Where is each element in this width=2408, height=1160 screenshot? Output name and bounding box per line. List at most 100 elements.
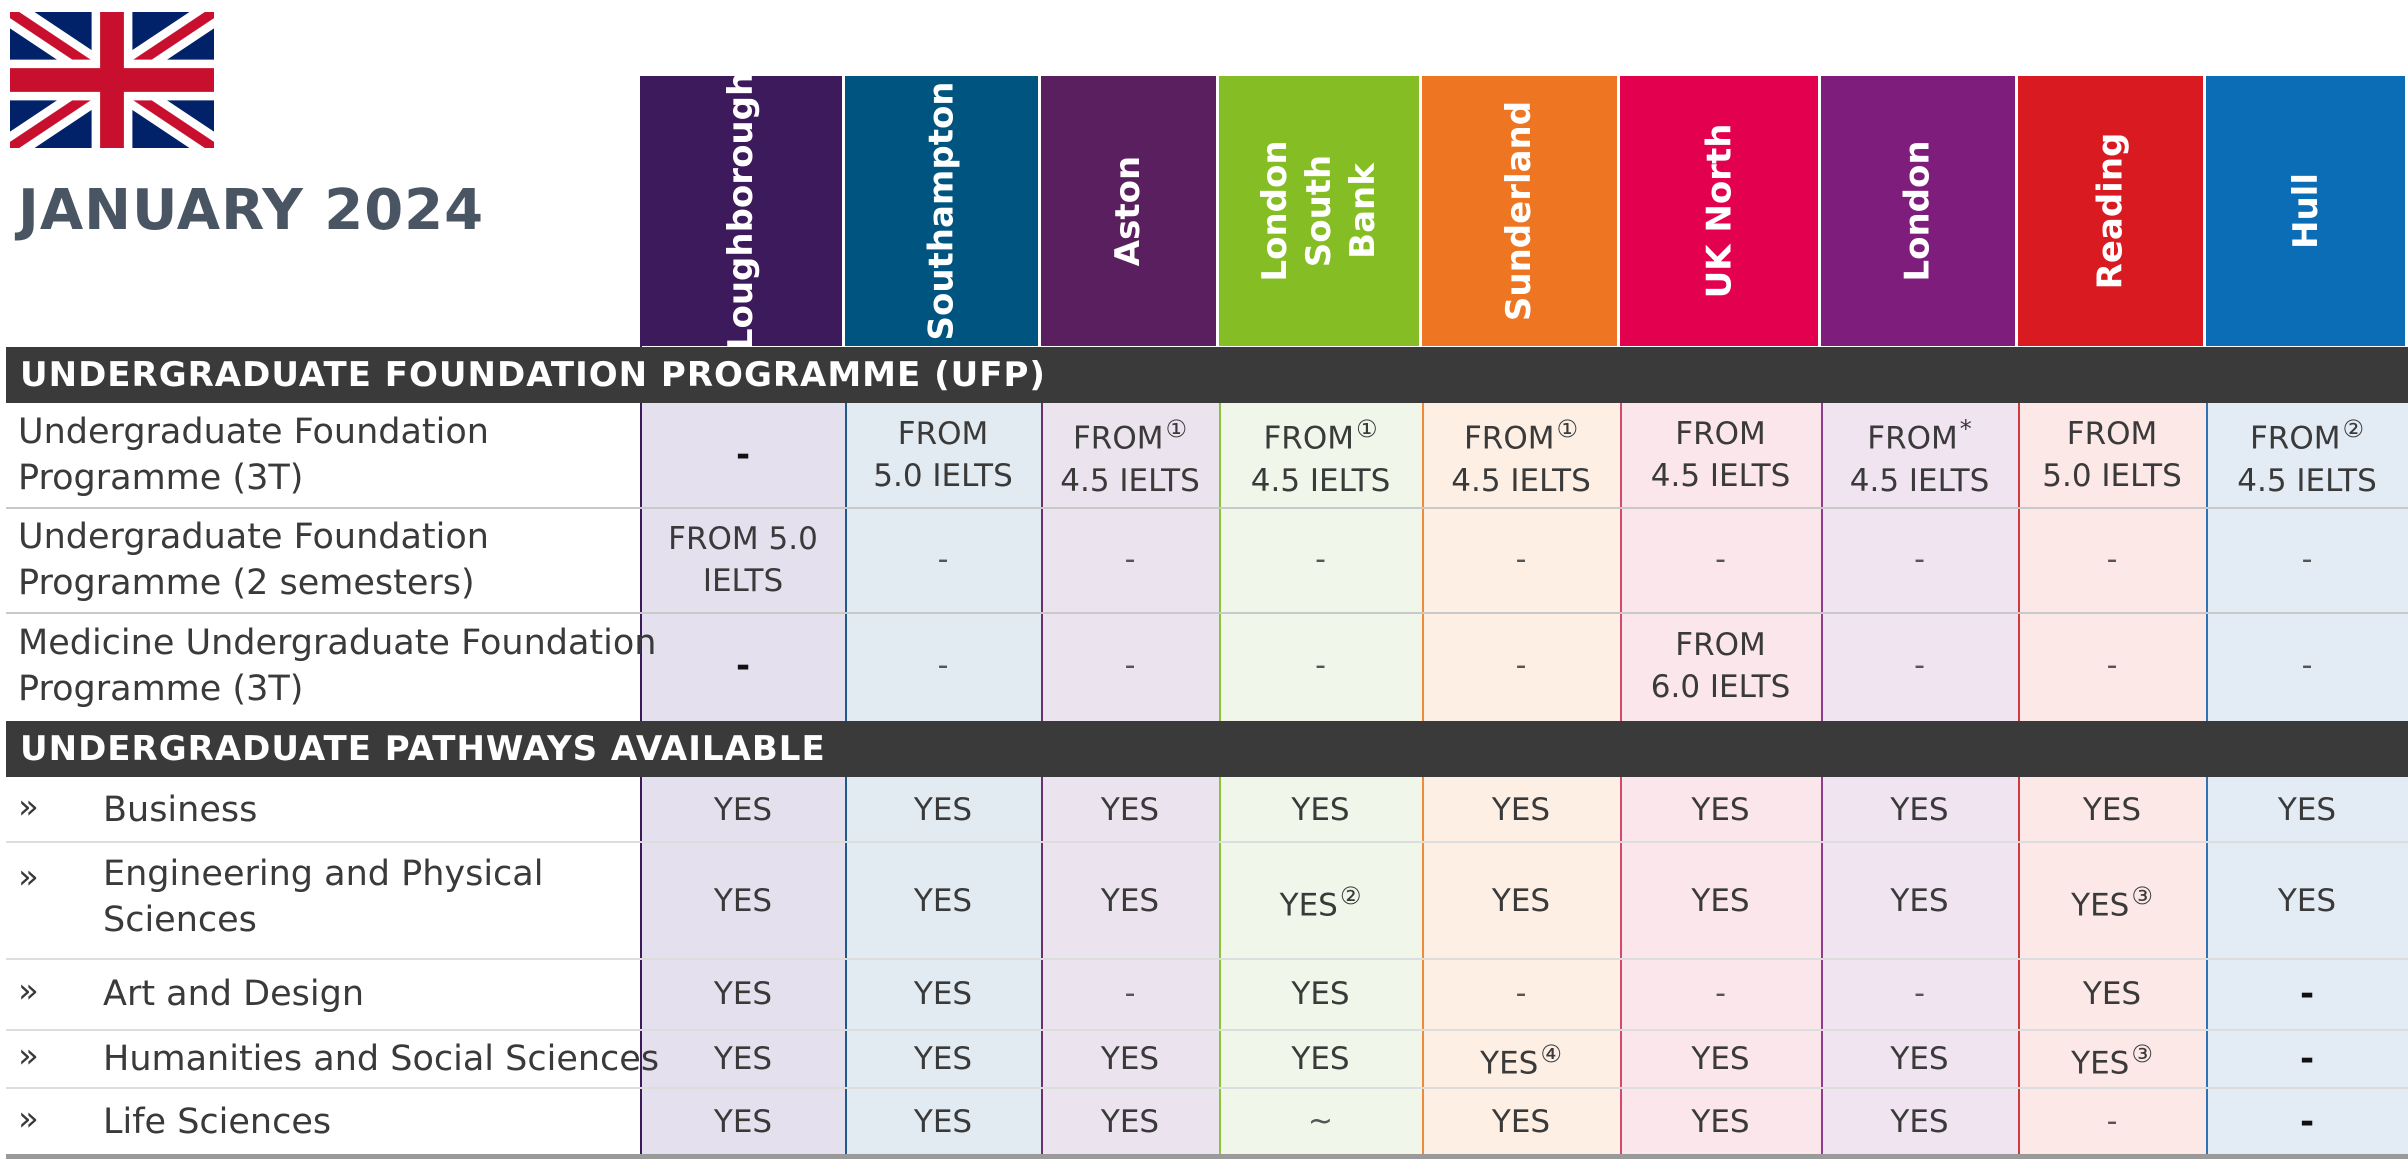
table-cell: - [2018,614,2206,718]
cell-line: FROM [1675,416,1766,452]
cell-text: - [1516,539,1527,581]
table-cell: YES [2018,778,2206,841]
column-header-label: UK North [1699,123,1739,299]
table-cell: YES [641,778,845,841]
table-cell: - [1219,614,1422,718]
column-header-label: Hull [2285,173,2326,249]
column-header-label: Sunderland [1499,100,1540,322]
row-label: Undergraduate Foundation [18,412,489,452]
cell-text: - [938,539,949,581]
table-cell: - [2206,614,2408,718]
table-cell: FROM① 4.5 IELTS [1422,403,1620,507]
cell-text: YES [914,1038,972,1080]
column-background [1422,403,1620,1154]
table-cell: YES [1219,958,1422,1029]
cell-line: 5.0 IELTS [2042,458,2182,494]
table-cell: FROM 5.0 IELTS [2018,403,2206,507]
column-header-hull: Hull [2206,76,2405,346]
section-header-ufp: UNDERGRADUATE FOUNDATION PROGRAMME (UFP) [6,347,2408,403]
table-cell: YES [641,1031,845,1087]
table-cell: YES [1620,843,1821,958]
column-divider [1821,403,1823,1154]
cell-text: YES [714,973,772,1015]
column-header-label: Southampton [921,81,962,341]
cell-line: YES [1279,887,1338,924]
table-cell: - [1821,508,2018,612]
cell-line: - [1515,542,1527,577]
table-cell: YES [641,1089,845,1154]
row-separator [6,841,2408,843]
cell-text: - [2107,645,2118,687]
table-cell: YES [2206,843,2408,958]
table-cell: - [2018,508,2206,612]
cell-line: YES [1291,791,1350,828]
cell-text: FROM [898,413,989,455]
column-header-label: London South Bank [1255,140,1383,282]
uk-flag-icon [10,12,214,148]
cell-line: YES [1480,1045,1539,1082]
cell-text: YES [914,973,972,1015]
table-cell: - [845,614,1041,718]
cell-text: - [736,434,750,476]
row-separator [6,958,2408,960]
table-cell: YES [1041,778,1219,841]
cell-line: - [2299,1039,2315,1079]
cell-text: - [1516,973,1527,1015]
cell-text: YES [1291,1038,1349,1080]
cell-line: YES [1691,1041,1750,1077]
bullet-icon: » [18,970,39,1011]
cell-line: 5.0 IELTS [873,458,1013,494]
column-header-reading: Reading [2018,76,2203,346]
cell-line: IELTS [702,563,784,599]
table-cell: YES [1620,1031,1821,1087]
cell-line: YES [2082,975,2142,1012]
cell-text: YES [1101,1101,1159,1143]
column-divider [1620,403,1622,1154]
column-divider [845,403,847,1154]
cell-text: YES [1291,789,1349,831]
column-header-aston: Aston [1041,76,1216,346]
cell-text: - [2300,973,2314,1015]
cell-text: FROM① [1263,408,1377,459]
cell-text: YES [1691,1038,1749,1080]
pathway-label: Art and Design [103,973,364,1014]
cell-text: YES [1291,973,1349,1015]
cell-line: 4.5 IELTS [1060,462,1200,499]
cell-line: YES [713,882,773,919]
table-cell: FROM 5.0 IELTS [641,508,845,612]
cell-line: FROM [1867,420,1958,457]
cell-line: YES [1491,882,1551,919]
cell-text: - [1715,539,1726,581]
cell-line: FROM [1463,420,1555,457]
row-separator [6,1029,2408,1031]
table-cell: - [1422,614,1620,718]
cell-text: FROM① [1464,408,1578,459]
cell-line: - [735,435,751,475]
column-divider [1219,403,1221,1154]
column-background [1620,403,1821,1154]
cell-line: - [2301,648,2313,683]
table-cell: FROM① 4.5 IELTS [1041,403,1219,507]
cell-line: YES [1100,1103,1160,1140]
table-cell: YES [1821,843,2018,958]
column-header-southampton: Southampton [845,76,1038,346]
cell-text: - [1315,645,1326,687]
cell-text: FROM [1675,624,1766,666]
cell-line: - [2106,1103,2118,1139]
column-divider [640,76,642,1154]
cell-text: YES [1101,1038,1159,1080]
cell-line: 6.0 IELTS [1650,669,1791,705]
page-title: JANUARY 2024 [18,178,485,243]
cell-text: - [1125,539,1136,581]
cell-text: YES [2083,789,2141,831]
cell-line: YES [713,975,773,1012]
row-label: Medicine Undergraduate Foundation [18,623,657,663]
section-header-pathways: UNDERGRADUATE PATHWAYS AVAILABLE [6,721,2408,777]
table-cell: FROM① 4.5 IELTS [1219,403,1422,507]
cell-line: - [2106,542,2118,577]
row-separator [6,507,2408,509]
column-divider [1041,403,1043,1154]
column-background [845,403,1041,1154]
table-cell: FROM 4.5 IELTS [1620,403,1821,507]
cell-text: YES [1492,789,1550,831]
